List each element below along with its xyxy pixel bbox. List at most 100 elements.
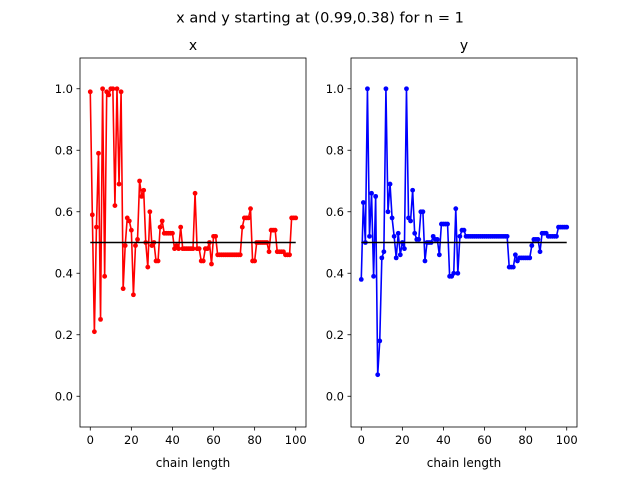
panel-x-data-point — [147, 209, 153, 215]
panel-x-data-point — [246, 215, 251, 221]
panel-y-ytick-label: 0.6 — [326, 205, 344, 219]
panel-x-data-point — [94, 224, 99, 230]
panel-y: y 0 20 40 60 80 100 0.0 0.2 0.4 0.6 0.8 1.0 chain len… — [326, 38, 578, 470]
panel-y-ytick-label: 0.0 — [326, 389, 344, 403]
panel-y-data-point — [564, 224, 570, 230]
panel-y-data-point — [527, 255, 533, 261]
panel-y-ytick-label: 0.4 — [326, 266, 344, 280]
panel-x-data-point — [155, 258, 161, 264]
panel-x-data-point — [213, 233, 219, 239]
panel-x-ytick-label: 0.0 — [55, 389, 73, 403]
panel-x-data-point — [133, 243, 138, 248]
panel-x-axes-frame — [79, 57, 307, 428]
panel-x-data-point — [176, 246, 182, 252]
panel-y-data-point — [408, 218, 413, 224]
panel-x-data-point — [112, 203, 118, 209]
panel-y-data-point — [445, 221, 450, 227]
panel-y-data-point — [402, 246, 407, 252]
panel-y-data-point — [554, 233, 559, 239]
panel-y-data-point — [377, 338, 383, 344]
panel-y-data-point — [360, 200, 366, 205]
panel-y-data-point — [381, 249, 387, 255]
panel-x-xtick-label: 20 — [124, 433, 139, 447]
panel-x-data-point — [192, 190, 198, 196]
panel-x-xtick-label: 100 — [285, 433, 307, 447]
panel-x-ytick-label: 0.8 — [55, 143, 73, 157]
panel-x-data-point — [96, 150, 101, 156]
panel-x-data-point — [131, 292, 136, 298]
panel-y-xtick-label: 80 — [518, 433, 533, 447]
panel-x-data-point — [87, 89, 93, 95]
panel-x-data-point — [135, 237, 140, 242]
panel-x-series-line — [89, 87, 296, 333]
panel-x-data-point — [106, 92, 112, 98]
panel-y-data-point — [453, 206, 459, 212]
panel-y-ytick-label: 1.0 — [326, 82, 344, 96]
panel-x-data-point — [159, 218, 165, 224]
panel-x-title: x — [189, 38, 197, 54]
panel-x-data-point — [126, 218, 132, 224]
panel-y-data-point — [369, 190, 374, 196]
panel-x-data-point — [252, 258, 258, 264]
panel-y-data-point — [395, 230, 401, 236]
panel-y-data-point — [457, 233, 463, 239]
panel-x-data-point — [239, 224, 245, 230]
panel-x-data-point — [100, 86, 105, 92]
panel-y-xtick-label: 100 — [556, 433, 578, 447]
panel-x-data-point — [293, 215, 299, 221]
panel-x-data-point — [116, 181, 122, 187]
panel-x-data-point — [200, 258, 206, 264]
panel-x-data-point — [118, 89, 124, 95]
panel-y-data-point — [535, 237, 541, 242]
panel-y-xtick-label: 0 — [358, 433, 365, 447]
panel-x-ytick-label: 0.6 — [55, 205, 73, 219]
panel-y-data-point — [391, 233, 397, 239]
panel-x-xtick-label: 80 — [247, 433, 262, 447]
panel-x-data-point — [248, 206, 253, 212]
panel-y-data-point — [422, 258, 428, 264]
panel-x-data-point — [157, 224, 163, 230]
panel-x-data-point — [102, 273, 108, 279]
panel-x-data-point — [139, 193, 145, 199]
panel-y-ytick-label: 0.8 — [326, 143, 344, 157]
panel-y-data-point — [371, 273, 376, 279]
panel-y-data-point — [365, 86, 370, 92]
panel-x-data-point — [91, 329, 97, 335]
panel-y-data-point — [397, 252, 403, 258]
panel-x-data-point — [141, 187, 147, 193]
panel-y-data-point — [375, 372, 381, 378]
panel-y-data-point — [379, 255, 385, 261]
panel-y-data-point — [420, 209, 426, 215]
figure-suptitle: x and y starting at (0.99,0.38) for n = … — [176, 11, 464, 27]
panel-x-data-point — [209, 261, 214, 267]
panel-y-xlabel: chain length — [427, 456, 502, 470]
panel-y-data-point — [537, 249, 543, 255]
panel-x: x 0 20 40 60 80 100 0.0 0.2 0.4 0.6 0.8 1.0 chain len… — [55, 38, 307, 470]
panel-x-xtick-label: 40 — [165, 433, 180, 447]
panel-y-data-point — [455, 270, 461, 276]
panel-y-xtick-label: 40 — [436, 433, 451, 447]
panel-x-data-point — [204, 246, 210, 252]
panel-y-data-point — [373, 193, 379, 199]
panel-x-ytick-label: 1.0 — [55, 82, 73, 96]
panel-y-data-point — [358, 277, 364, 282]
panel-x-data-point — [190, 246, 196, 252]
panel-x-data-point — [110, 86, 116, 92]
panel-y-data-point — [367, 233, 372, 239]
panel-y-data-point — [393, 255, 399, 261]
panel-x-ytick-label: 0.2 — [55, 328, 73, 342]
panel-y-data-point — [389, 215, 395, 221]
panel-y-xtick-label: 60 — [477, 433, 492, 447]
panel-x-data-point — [114, 86, 120, 92]
panel-y-data-point — [383, 86, 389, 92]
panel-x-data-point — [178, 224, 184, 230]
panel-x-data-point — [120, 286, 126, 292]
panel-x-data-point — [266, 249, 272, 255]
panel-x-ytick-label: 0.4 — [55, 266, 73, 280]
panel-x-data-point — [237, 252, 243, 258]
panel-x-data-point — [145, 264, 151, 270]
panel-x-data-point — [89, 212, 95, 218]
panel-y-data-point — [404, 86, 409, 92]
panel-y-data-point — [529, 243, 535, 248]
